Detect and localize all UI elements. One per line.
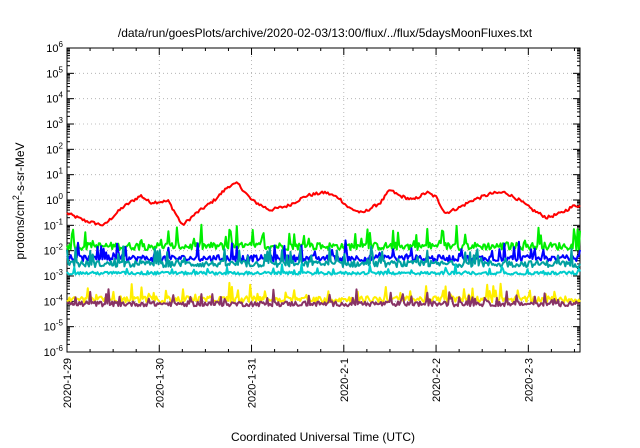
y-tick-exponent: 0: [59, 192, 64, 201]
x-tick-label: 2020-1-29: [62, 358, 74, 408]
x-tick-label: 2020-2-3: [523, 358, 535, 402]
y-tick-exponent: 3: [59, 116, 64, 125]
y-tick-label: 10-2: [44, 243, 64, 258]
y-tick-label: 102: [46, 141, 63, 156]
x-axis-ticks: 2020-1-29 2020-1-30 2020-1-31 2020-2-1 2020-…: [62, 48, 575, 408]
x-tick-label: 2020-1-31: [247, 358, 259, 408]
series-line-4: [66, 245, 581, 269]
series-line-1: [66, 181, 581, 227]
series-lines: [66, 181, 581, 308]
y-tick-exponent: -4: [56, 293, 64, 302]
y-tick-base: 10: [44, 347, 56, 359]
y-tick-base: 10: [44, 296, 56, 308]
y-tick-base: 10: [44, 322, 56, 334]
y-tick-base: 10: [44, 246, 56, 258]
y-tick-label: 10-5: [44, 319, 64, 334]
y-tick-label: 105: [46, 65, 63, 80]
y-tick-base: 10: [44, 220, 56, 232]
y-tick-label: 10-3: [44, 268, 64, 283]
series-line-3: [66, 239, 581, 263]
series-line-5: [66, 263, 581, 276]
chart-title: /data/run/goesPlots/archive/2020-02-03/1…: [118, 26, 533, 40]
y-tick-label: 103: [46, 116, 63, 131]
y-tick-exponent: 4: [59, 91, 64, 100]
y-axis-ticks: 10610510410310210110010-110-210-310-410-…: [44, 40, 580, 359]
y-tick-exponent: -1: [56, 217, 64, 226]
y-tick-base: 10: [46, 144, 58, 156]
y-tick-exponent: 2: [59, 141, 64, 150]
y-tick-exponent: 1: [59, 167, 64, 176]
y-tick-exponent: 5: [59, 65, 64, 74]
y-tick-label: 10-1: [44, 217, 64, 232]
y-axis-label-prefix: protons/cm: [13, 200, 27, 259]
y-axis-label: protons/cm2-s-sr-MeV: [11, 142, 27, 259]
y-tick-exponent: -2: [56, 243, 64, 252]
y-tick-base: 10: [46, 119, 58, 131]
y-tick-base: 10: [46, 170, 58, 182]
y-tick-base: 10: [46, 94, 58, 106]
series-line-6: [66, 281, 581, 304]
series-line-7: [66, 288, 581, 308]
x-tick-label: 2020-2-2: [431, 358, 443, 402]
y-tick-exponent: -5: [56, 319, 64, 328]
y-tick-label: 10-4: [44, 293, 64, 308]
y-tick-label: 101: [46, 167, 63, 182]
series-line-2: [66, 223, 581, 251]
y-tick-base: 10: [46, 43, 58, 55]
x-tick-label: 2020-1-30: [154, 358, 166, 408]
y-tick-exponent: 6: [59, 40, 64, 49]
y-tick-base: 10: [46, 195, 58, 207]
y-tick-label: 104: [46, 91, 63, 106]
y-tick-base: 10: [44, 271, 56, 283]
y-tick-label: 106: [46, 40, 63, 55]
y-tick-base: 10: [46, 68, 58, 80]
x-axis-label: Coordinated Universal Time (UTC): [231, 430, 415, 444]
y-tick-exponent: -6: [56, 344, 64, 353]
y-tick-label: 10-6: [44, 344, 64, 359]
y-tick-exponent: -3: [56, 268, 64, 277]
y-axis-label-suffix: -s-sr-MeV: [13, 142, 27, 195]
x-tick-label: 2020-2-1: [339, 358, 351, 402]
y-tick-label: 100: [46, 192, 63, 207]
y-axis-label-sup: 2: [11, 195, 21, 200]
